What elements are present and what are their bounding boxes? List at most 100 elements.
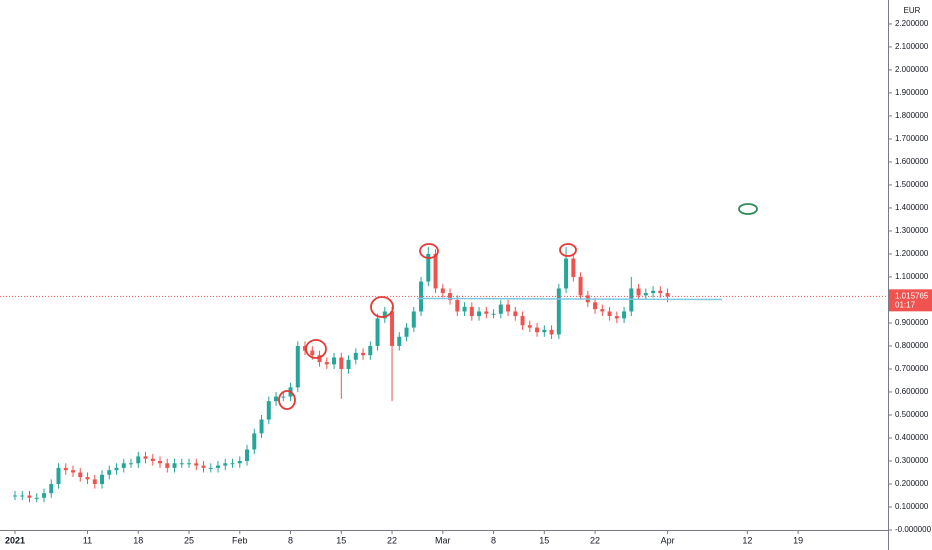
candle-body [564,258,569,289]
candle-body [527,325,532,328]
candle-body [622,311,627,319]
candle-body [85,477,90,480]
candle-body [404,327,409,337]
candle-body [629,288,634,312]
y-tick-label: 1.600000 [895,157,929,166]
y-tick-label: 1.300000 [895,226,929,235]
y-tick-label: -0.000000 [895,525,932,534]
candle-body [150,458,155,461]
candle-body [593,302,598,310]
x-tick-label: 12 [742,535,752,545]
candle-body [643,293,648,296]
drawn-circle [305,339,327,359]
candle-body [600,309,605,312]
candle-body [20,495,25,497]
candle-body [455,299,460,312]
x-tick-label: 18 [133,535,143,545]
candle-body [433,253,438,289]
candle-body [252,433,257,450]
candle-body [136,456,141,464]
candle-body [34,497,39,499]
candle-body [556,288,561,335]
y-tick-label: 0.300000 [895,456,929,465]
candle-body [614,316,619,319]
drawn-circle [559,243,577,257]
candle-body [578,276,583,296]
candle-body [549,329,554,335]
candle-body [368,345,373,356]
candle-body [187,463,192,465]
y-tick-label: 1.100000 [895,272,929,281]
candle-body [346,359,351,369]
x-tick-label: Feb [232,535,248,545]
candle-body [310,350,315,356]
candle-body [651,290,656,294]
candle-body [143,456,148,459]
candle-body [397,336,402,346]
y-tick-label: 1.700000 [895,134,929,143]
candle-body [506,304,511,312]
y-tick-label: 2.000000 [895,65,929,74]
current-price-label: 1.015765 [895,291,929,300]
candle-body [665,293,670,297]
candle-body [71,470,76,473]
x-tick-label: Apr [661,535,675,545]
candle-body [216,465,221,468]
candle-body [607,311,612,317]
drawn-circle [278,390,296,410]
current-price-box [889,289,932,312]
candle-body [484,311,489,314]
candle-body [63,467,68,471]
candle-body [49,483,54,494]
candle-body [259,419,264,434]
candle-body [27,495,32,498]
candle-body [636,288,641,296]
x-tick-label: 2021 [5,535,25,545]
candle-body [121,463,126,468]
y-tick-label: 0.100000 [895,502,929,511]
y-tick-label: 0.500000 [895,410,929,419]
candle-body [56,467,61,484]
y-tick-label: 0.700000 [895,364,929,373]
x-tick-label: 8 [288,535,293,545]
candle-body [375,318,380,346]
candle-body [274,396,279,402]
candle-body [223,463,228,466]
candle-body [317,355,322,363]
y-tick-label: 1.500000 [895,180,929,189]
candle-body [520,316,525,326]
candle-body [281,396,286,398]
candle-body [245,449,250,461]
candle-body [13,495,18,497]
candle-body [469,306,474,317]
candle-body [208,467,213,469]
candle-body [477,311,482,317]
drawn-circle [419,243,439,259]
y-tick-label: 2.100000 [895,42,929,51]
candle-body [230,463,235,465]
x-tick-label: 22 [387,535,397,545]
x-tick-label: 15 [336,535,346,545]
candle-body [158,460,163,464]
candle-body [42,493,47,498]
y-tick-label: 0.800000 [895,341,929,350]
y-tick-label: 2.200000 [895,19,929,28]
candle-body [426,253,431,282]
candle-body [535,327,540,333]
candle-body [78,472,83,478]
candle-body [179,463,184,465]
y-tick-label: 1.800000 [895,111,929,120]
candle-body [303,345,308,351]
candle-body [92,479,97,484]
axis-unit: EUR [904,6,921,15]
y-tick-label: 0.900000 [895,318,929,327]
candle-body [462,306,467,312]
candle-body [542,329,547,333]
drawn-level-line [416,297,723,301]
y-tick-label: 0.600000 [895,387,929,396]
candle-body [571,258,576,277]
candle-body [390,311,395,346]
candle-body [440,288,445,294]
candle-body [361,352,366,356]
